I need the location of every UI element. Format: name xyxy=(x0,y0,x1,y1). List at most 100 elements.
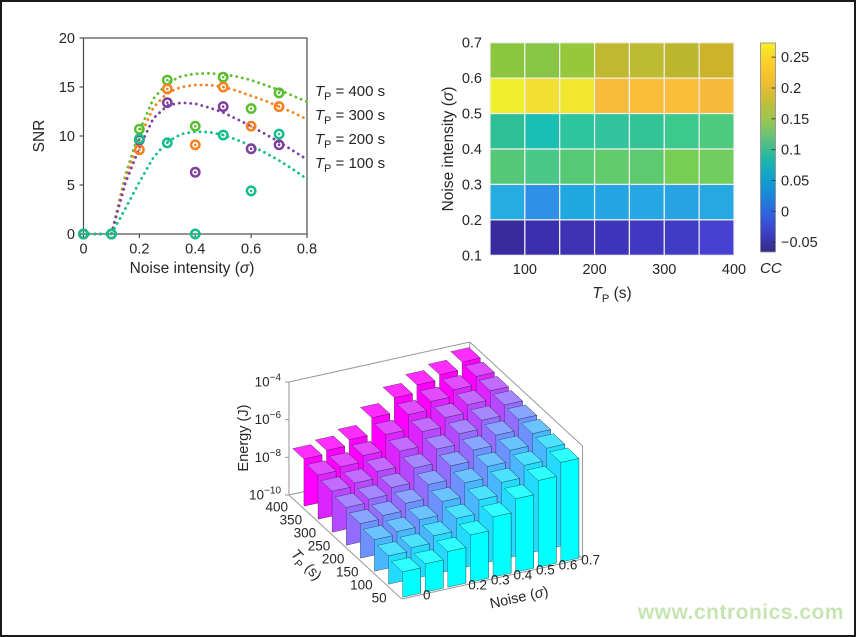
heatmap-cell xyxy=(559,77,596,115)
bar-face-top xyxy=(410,416,441,432)
watermark-text: www.cntronics.com xyxy=(637,601,844,624)
plot-box xyxy=(82,37,308,235)
x-tick-label: 0 xyxy=(79,242,87,258)
bar-face-front xyxy=(515,494,534,573)
data-marker-center xyxy=(166,141,169,145)
heatmap-cell xyxy=(593,148,631,186)
heatmap-grid xyxy=(489,42,735,256)
y-tick-label: 5 xyxy=(67,178,75,194)
colorbar-tick-label: 0.05 xyxy=(781,173,809,189)
data-marker-center xyxy=(277,132,281,136)
bar-face-top xyxy=(385,516,416,532)
data-marker xyxy=(105,228,117,240)
heatmap-cell xyxy=(593,219,631,256)
heatmap-cell xyxy=(524,112,561,150)
colorbar xyxy=(760,42,776,253)
noise-tick-label: 0.7 xyxy=(581,553,600,568)
y-tick-label: 0.2 xyxy=(462,213,482,229)
x-tick-label: 200 xyxy=(582,262,606,278)
data-marker-center xyxy=(166,78,169,82)
bar3d-bar xyxy=(504,484,534,573)
y-tick-label: 0.5 xyxy=(462,107,482,123)
heatmap-cell xyxy=(698,77,735,115)
data-marker xyxy=(78,228,89,240)
bar-face-top xyxy=(504,484,534,500)
heatmap-cell xyxy=(628,219,665,256)
heatmap-cell xyxy=(524,183,561,221)
colorbar-tick-label: 0.15 xyxy=(781,112,809,128)
bar-face-top xyxy=(292,444,323,460)
series-markers-tp100 xyxy=(78,128,285,240)
data-marker xyxy=(245,185,257,197)
heatmap-cell xyxy=(524,42,561,79)
axis-label-x: Noise (σ) xyxy=(488,584,550,613)
heatmap-cell xyxy=(663,219,700,256)
data-marker xyxy=(161,137,173,149)
heatmap-cell xyxy=(489,219,526,256)
bar-face-top xyxy=(413,549,444,565)
colorbar-tick-label: 0 xyxy=(781,204,789,220)
tp-tick-label: 250 xyxy=(308,539,331,554)
x-tick-label: 300 xyxy=(652,262,676,278)
x-tick-label: 0.2 xyxy=(129,242,149,258)
data-marker xyxy=(245,143,257,155)
heatmap-cell xyxy=(628,183,665,221)
bar-face-top xyxy=(320,476,351,492)
x-tick-label: 0.4 xyxy=(185,242,205,258)
data-marker-center xyxy=(249,147,253,151)
heatmap-cell xyxy=(663,148,700,186)
data-marker xyxy=(245,103,257,115)
bar-face-top xyxy=(436,536,467,552)
bar-face-top xyxy=(343,468,374,484)
bar-face-top xyxy=(467,485,498,501)
data-marker-center xyxy=(138,127,141,131)
colorbar-tick-label: 0.2 xyxy=(781,81,801,97)
tp-tick-label: 50 xyxy=(372,591,387,606)
data-marker-center xyxy=(166,101,169,104)
data-marker-center xyxy=(138,148,141,152)
bar-face-top xyxy=(376,541,407,557)
bar-face-top xyxy=(464,361,495,377)
noise-tick-label: 0 xyxy=(423,588,431,603)
box-edge xyxy=(401,558,583,600)
bar-face-top xyxy=(492,390,523,406)
axis-label-z: Energy (J) xyxy=(236,405,252,472)
data-marker xyxy=(273,87,285,99)
data-marker xyxy=(189,139,201,151)
bar-face-top xyxy=(422,521,453,537)
axis-label-y: SNR xyxy=(31,120,48,153)
tp-tick-label: 200 xyxy=(322,552,345,567)
bar3d-bar xyxy=(458,520,489,583)
heatmap-cell xyxy=(698,148,735,186)
fit-curve-tp100 xyxy=(82,130,309,236)
data-marker xyxy=(273,128,285,140)
bar-face-front xyxy=(492,512,512,578)
bar-face-top xyxy=(427,359,458,375)
bar-face-top xyxy=(433,402,464,418)
bar-face-top xyxy=(379,472,410,488)
bar-face-top xyxy=(475,451,506,467)
tp-tick-label: 350 xyxy=(280,513,303,528)
bar-face-top xyxy=(526,465,557,481)
heatmap-cell xyxy=(524,148,561,186)
heatmap-cell xyxy=(559,148,596,186)
y-tick-label: 0.3 xyxy=(462,177,482,193)
heatmap-cell xyxy=(663,112,700,150)
energy-bar3d-chart: 10−10 10−8 10−6 10−4 50100150200250300350400… xyxy=(236,341,600,613)
heatmap-cell xyxy=(593,42,631,79)
heatmap-cell xyxy=(663,77,700,115)
bar-face-top xyxy=(512,450,543,466)
bar-face-top xyxy=(456,390,487,405)
heatmap-cell xyxy=(663,183,700,221)
legend-item-tp400: TP = 400 s xyxy=(315,83,385,103)
bar-face-top xyxy=(498,435,529,451)
data-marker-center xyxy=(277,143,281,147)
bar3d-bar xyxy=(436,536,467,588)
data-marker-center xyxy=(249,124,253,128)
bar-face-front xyxy=(560,458,580,563)
data-marker xyxy=(217,81,229,93)
bar3d-bar xyxy=(391,557,421,598)
data-marker xyxy=(189,120,201,132)
data-marker-center xyxy=(277,105,281,108)
bar-face-top xyxy=(393,488,424,504)
